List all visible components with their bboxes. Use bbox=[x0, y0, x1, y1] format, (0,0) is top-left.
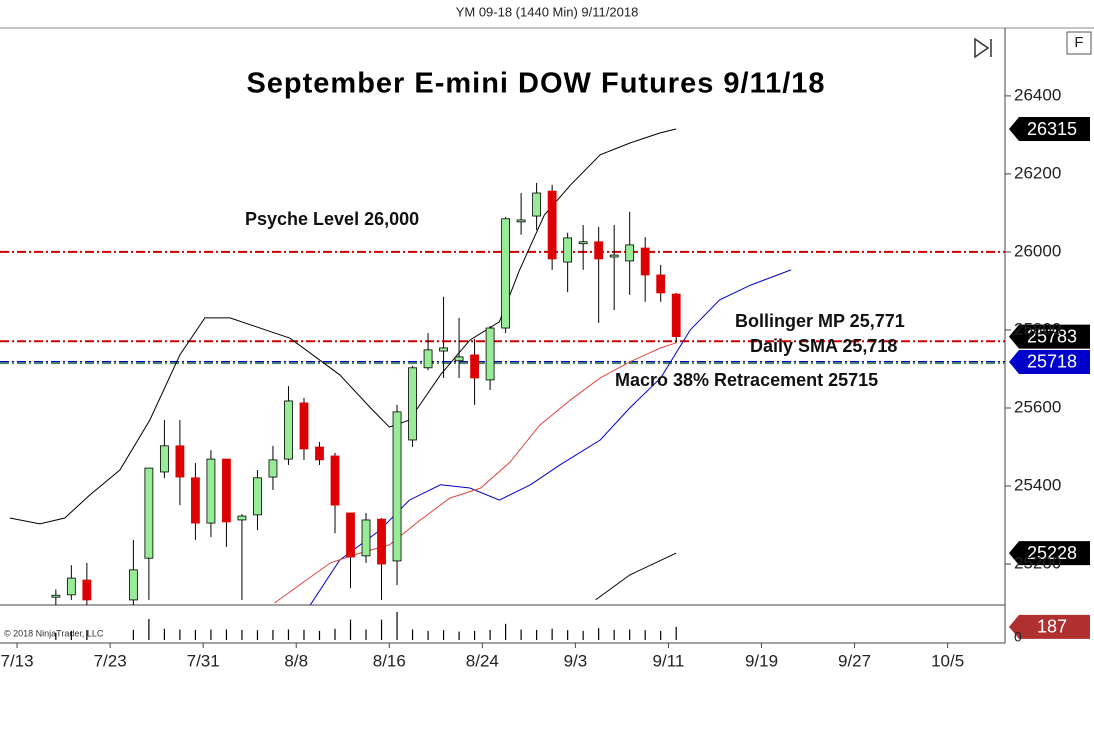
candle-body bbox=[284, 400, 293, 460]
overlay: Psyche Level 26,000 Bollinger MP 25,771 Da… bbox=[245, 117, 1090, 639]
sma-marker-label: 25718 bbox=[1027, 352, 1077, 372]
candle-body bbox=[191, 477, 200, 524]
candle-body bbox=[625, 244, 635, 262]
x-tick-label: 8/24 bbox=[466, 651, 499, 670]
x-tick-label: 8/16 bbox=[373, 651, 406, 670]
candle-body bbox=[392, 411, 402, 562]
upper-band-marker-label: 26315 bbox=[1027, 119, 1077, 139]
x-tick-label: 9/27 bbox=[838, 651, 871, 670]
candle-body bbox=[237, 515, 247, 521]
level-label: Macro 38% Retracement 25715 bbox=[615, 370, 878, 390]
candle-body bbox=[439, 347, 448, 352]
level-label: Bollinger MP 25,771 bbox=[735, 311, 905, 331]
sma-marker bbox=[1009, 349, 1090, 374]
lower-band-marker bbox=[1009, 541, 1090, 566]
last-price-marker bbox=[1009, 324, 1090, 349]
x-tick-label: 9/19 bbox=[745, 651, 778, 670]
candle-body bbox=[454, 356, 464, 362]
candle-body bbox=[175, 445, 185, 478]
chart-title: September E-mini DOW Futures 9/11/18 bbox=[246, 68, 825, 100]
candle-body bbox=[253, 477, 262, 516]
y-tick-label: 25200 bbox=[1014, 554, 1061, 573]
indicator-line bbox=[274, 342, 677, 604]
candle-body bbox=[516, 219, 526, 223]
candle-body bbox=[82, 579, 92, 601]
x-tick-label: 9/11 bbox=[653, 651, 685, 670]
candle-body bbox=[66, 577, 76, 596]
candle-body bbox=[222, 458, 231, 523]
candle-body bbox=[640, 247, 650, 276]
candle-body bbox=[144, 467, 154, 559]
last-price-marker-label: 25783 bbox=[1027, 326, 1077, 346]
plot bbox=[0, 128, 1005, 605]
candle-body bbox=[547, 190, 557, 260]
volume-marker bbox=[1009, 614, 1090, 639]
candle-body bbox=[377, 518, 386, 565]
upper-band-marker bbox=[1009, 117, 1090, 142]
x-tick-label: 9/3 bbox=[564, 651, 588, 670]
volume-marker-label: 187 bbox=[1037, 617, 1067, 637]
candle-body bbox=[470, 354, 479, 379]
y-tick-label: 25600 bbox=[1014, 397, 1061, 416]
header: YM 09-18 (1440 Min) 9/11/2018 bbox=[456, 4, 639, 19]
candle-body bbox=[563, 237, 573, 263]
volume-tick-label: 0 bbox=[1014, 629, 1022, 645]
x-tick-label: 8/8 bbox=[284, 651, 308, 670]
scroll-end-icon[interactable] bbox=[974, 37, 992, 59]
candle-body bbox=[532, 192, 542, 217]
candle-body bbox=[423, 349, 433, 369]
f-button[interactable] bbox=[1066, 31, 1092, 55]
x-tick-label: 10/5 bbox=[931, 651, 964, 670]
copyright: © 2018 NinjaTrader, LLC bbox=[4, 628, 104, 638]
candle-body bbox=[485, 327, 495, 381]
candle-body bbox=[330, 455, 340, 506]
candle-body bbox=[51, 594, 61, 598]
candle-body bbox=[268, 459, 278, 478]
candle-body bbox=[299, 402, 309, 450]
candle-body bbox=[501, 218, 511, 329]
y-tick-label: 26200 bbox=[1014, 163, 1061, 182]
candle-body bbox=[346, 512, 355, 558]
y-tick-label: 26400 bbox=[1014, 85, 1061, 104]
candle-body bbox=[361, 519, 371, 557]
candle-body bbox=[206, 458, 216, 524]
lower-band-marker-label: 25228 bbox=[1027, 543, 1077, 563]
candle-body bbox=[656, 274, 666, 294]
x-tick-label: 7/31 bbox=[187, 651, 220, 670]
y-tick-label: 25400 bbox=[1014, 475, 1061, 494]
candle-body bbox=[594, 241, 604, 260]
level-label: Daily SMA 25,718 bbox=[750, 336, 897, 356]
candle-body bbox=[315, 446, 324, 461]
level-label: Psyche Level 26,000 bbox=[245, 209, 419, 229]
x-tick-label: 7/13 bbox=[1, 651, 34, 670]
candle-body bbox=[128, 569, 138, 601]
y-tick-label: 26000 bbox=[1014, 241, 1061, 260]
f-button-label[interactable]: F bbox=[1074, 34, 1083, 51]
candle-body bbox=[408, 367, 417, 441]
x-tick-label: 7/23 bbox=[94, 651, 127, 670]
candle-body bbox=[671, 293, 681, 337]
candle-body bbox=[609, 254, 619, 258]
y-tick-label: 25800 bbox=[1014, 319, 1061, 338]
indicator-line bbox=[9, 128, 677, 525]
candle-body bbox=[578, 241, 588, 245]
indicator-line bbox=[595, 552, 677, 601]
candle-body bbox=[159, 445, 169, 473]
